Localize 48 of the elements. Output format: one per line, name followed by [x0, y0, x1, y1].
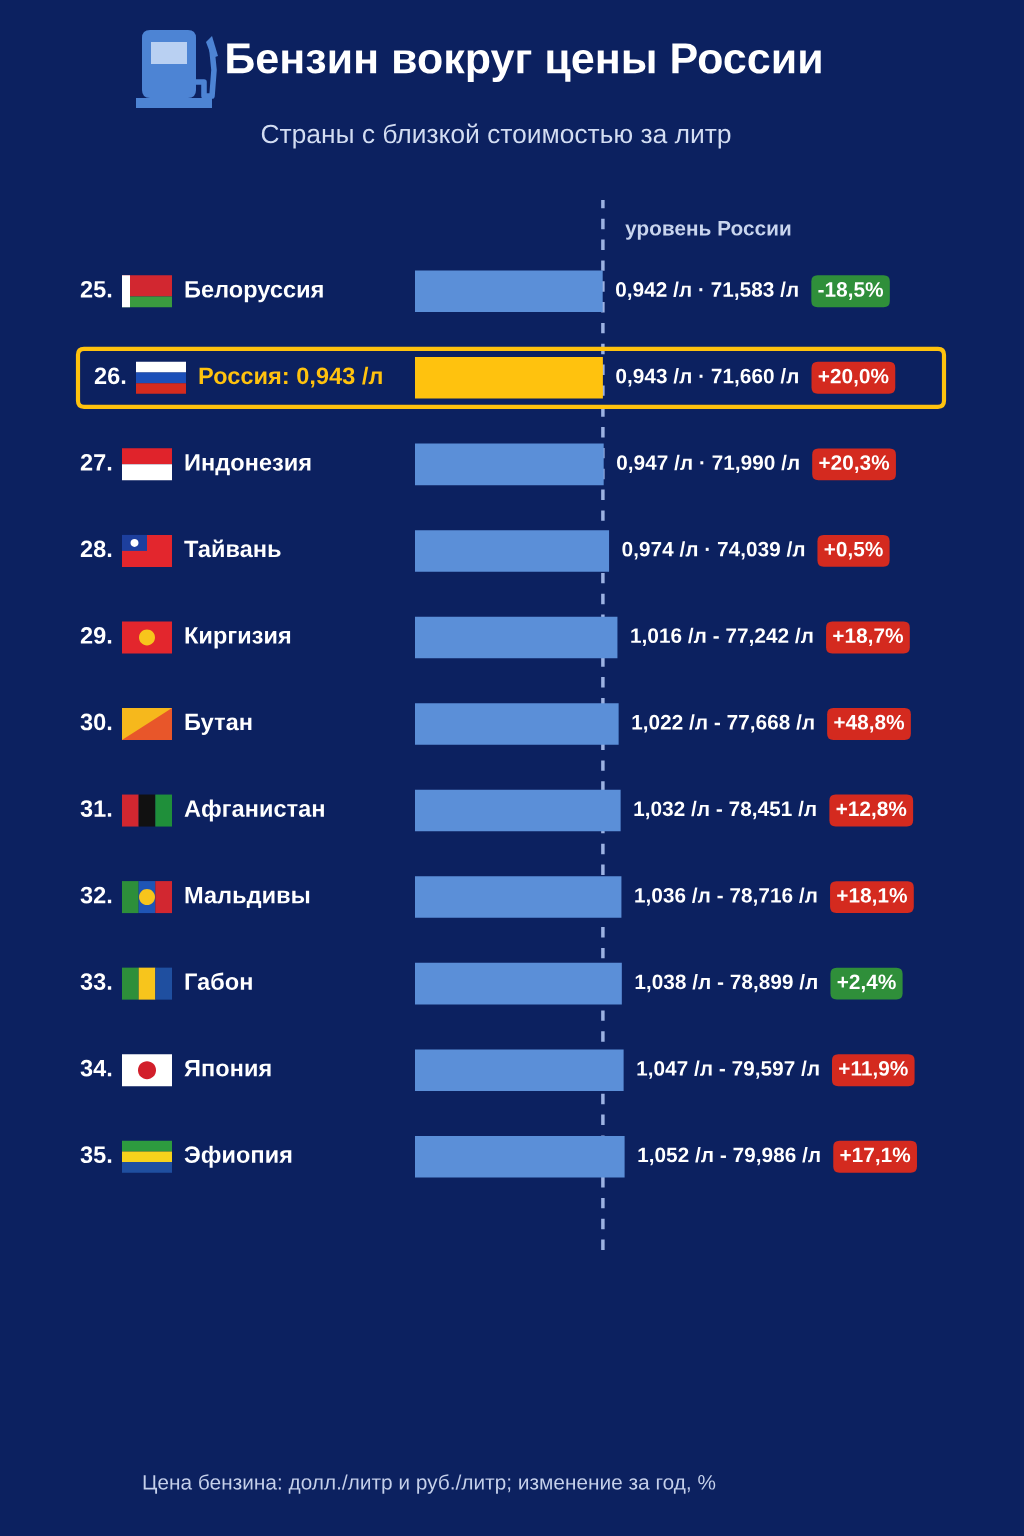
text: +2,4% — [837, 974, 896, 993]
category-label: 27. Индонезия — [80, 453, 311, 476]
data-label: 1,032 /л - 78,451 /л — [634, 800, 816, 820]
text: +0,5% — [824, 541, 883, 560]
data-label: 0,947 /л · 71,990 /л — [617, 454, 799, 473]
chart-subtitle: Страны с близкой стоимостью за литр — [261, 123, 731, 149]
text: +11,9% — [839, 1061, 908, 1079]
category-label: 29. Киргизия — [80, 627, 291, 649]
text: Цена бензина: долл./литр и руб./литр; изменение за год, % — [143, 1474, 716, 1494]
data-label: 0,974 /л · 74,039 /л — [622, 541, 805, 560]
text: +48,8% — [834, 714, 905, 733]
category-label: 32. Мальдивы — [80, 886, 310, 908]
data-label: 1,016 /л - 77,242 /л — [631, 627, 813, 647]
category-label: 31. Афганистан — [80, 799, 324, 822]
data-label: 1,022 /л - 77,668 /л — [632, 714, 814, 733]
data-label: 0,943 /л · 71,660 /л — [616, 368, 798, 387]
text: +18,1% — [837, 887, 907, 906]
category-label: 34. Япония — [80, 1059, 271, 1077]
bar — [415, 703, 619, 745]
category-label: 33. Габон — [80, 972, 252, 991]
data-label: 0,942 /л · 71,583 /л — [616, 281, 798, 300]
text: -18,5% — [818, 282, 884, 300]
bar — [415, 789, 621, 832]
category-label: 26. Россия: 0,943 /л — [94, 366, 382, 388]
bar — [415, 1049, 624, 1091]
text: +17,1% — [840, 1147, 911, 1166]
bar — [415, 357, 603, 399]
chart-title: Бензин вокруг цены России — [227, 43, 821, 83]
bar — [415, 530, 610, 572]
data-label: 1,036 /л - 78,716 /л — [635, 887, 817, 906]
data-label: 1,038 /л - 78,899 /л — [635, 973, 817, 993]
category-label: 25. Белоруссия — [80, 280, 323, 303]
category-label: 35. Эфиопия — [80, 1145, 292, 1168]
bar — [415, 1135, 625, 1178]
data-label: 1,047 /л - 79,597 /л — [637, 1060, 819, 1079]
category-label: 30. Бутан — [80, 713, 252, 736]
text: +12,8% — [836, 801, 907, 820]
data-label: 1,052 /л - 79,986 /л — [638, 1147, 820, 1166]
text: +20,0% — [818, 368, 889, 387]
bar — [415, 443, 604, 486]
bar — [415, 962, 622, 1005]
text: +18,7% — [833, 628, 904, 647]
bar — [415, 270, 603, 313]
bar — [415, 876, 622, 918]
ref-line-label: уровень России — [625, 221, 791, 240]
bar — [415, 616, 618, 659]
text: +20,3% — [819, 455, 890, 473]
category-label: 28. Тайвань — [80, 539, 281, 558]
